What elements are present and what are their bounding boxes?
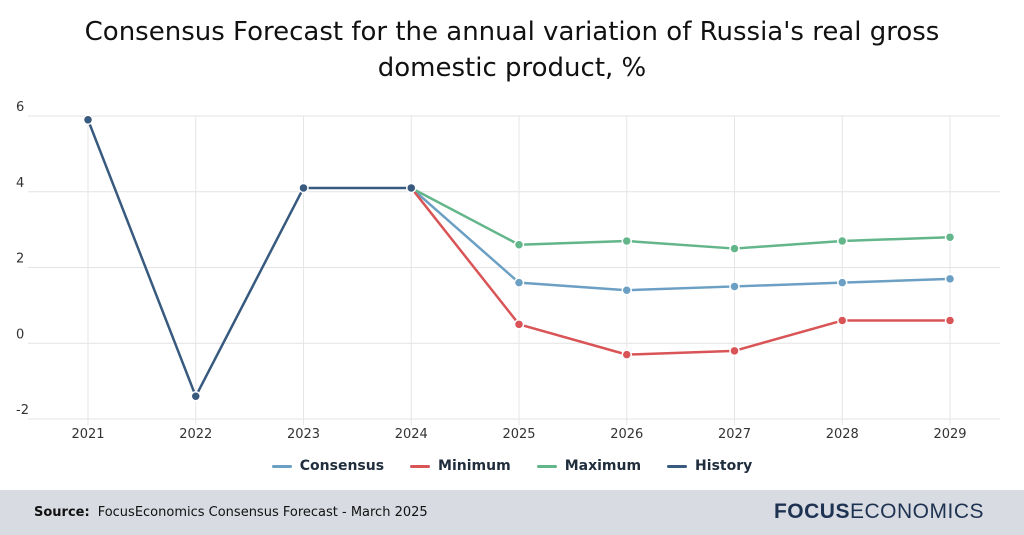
data-point-maximum: [621, 235, 632, 247]
y-tick-label: -2: [16, 403, 29, 418]
y-tick-label: 2: [16, 252, 24, 267]
source-label: Source:: [34, 505, 90, 520]
x-tick-label: 2029: [933, 427, 966, 442]
chart-title: Consensus Forecast for the annual variat…: [84, 17, 940, 83]
data-point-consensus: [621, 284, 632, 296]
x-tick-label: 2023: [287, 427, 320, 442]
legend-item-consensus[interactable]: Consensus: [271, 458, 385, 474]
data-point-history: [406, 182, 417, 194]
legend-label: History: [695, 458, 753, 474]
legend-item-maximum[interactable]: Maximum: [536, 458, 642, 474]
brand-logo: FOCUSECONOMICS: [774, 500, 984, 524]
series-line-consensus: [410, 187, 951, 292]
x-tick-label: 2025: [502, 427, 535, 442]
y-tick-label: 4: [16, 176, 24, 191]
data-point-history: [82, 114, 94, 126]
legend-swatch: [410, 464, 431, 468]
source-text: FocusEconomics Consensus Forecast - Marc…: [97, 505, 428, 520]
legend-swatch: [667, 464, 688, 468]
legend-label: Maximum: [564, 458, 642, 474]
data-point-minimum: [944, 315, 956, 326]
legend-label: Consensus: [299, 458, 385, 474]
chart-legend: Consensus Minimum Maximum History: [0, 458, 1024, 474]
series-line-maximum: [410, 186, 951, 250]
data-point-maximum: [944, 231, 956, 243]
x-tick-label: 2027: [718, 427, 751, 442]
y-tick-label: 6: [16, 100, 24, 115]
legend-item-history[interactable]: History: [667, 458, 752, 474]
x-tick-label: 2026: [610, 427, 643, 442]
legend-item-minimum[interactable]: Minimum: [410, 458, 511, 474]
series-line-minimum: [410, 187, 950, 356]
data-point-maximum: [513, 239, 525, 251]
data-point-consensus: [944, 273, 956, 285]
x-tick-label: 2022: [179, 427, 212, 442]
data-point-history: [190, 391, 201, 402]
data-point-minimum: [513, 319, 525, 330]
y-tick-label: 0: [16, 327, 24, 342]
source-note: Source: FocusEconomics Consensus Forecast…: [34, 505, 428, 520]
legend-label: Minimum: [438, 458, 511, 474]
brand-logo-economics: ECONOMICS: [849, 500, 984, 523]
data-point-consensus: [729, 281, 740, 292]
data-point-minimum: [837, 315, 848, 326]
brand-logo-focus: FOCUS: [773, 500, 850, 523]
data-point-minimum: [729, 345, 740, 357]
chart-plot: 6 4 2 0 -2 2021 2022 2023 2024 2025 2026 2027 2028 20…: [16, 100, 1000, 442]
data-point-consensus: [837, 277, 848, 288]
x-tick-label: 2021: [71, 427, 104, 442]
data-point-consensus: [513, 277, 525, 288]
data-point-maximum: [729, 243, 740, 254]
x-tick-label: 2024: [395, 427, 428, 442]
x-tick-label: 2028: [826, 427, 859, 442]
legend-swatch: [536, 464, 557, 468]
data-point-maximum: [837, 235, 848, 247]
series-line-history: [86, 119, 412, 398]
data-point-minimum: [621, 349, 632, 360]
footer-bar: Source: FocusEconomics Consensus Forecast…: [0, 490, 1024, 535]
legend-swatch: [271, 464, 292, 468]
data-point-history: [298, 182, 309, 194]
